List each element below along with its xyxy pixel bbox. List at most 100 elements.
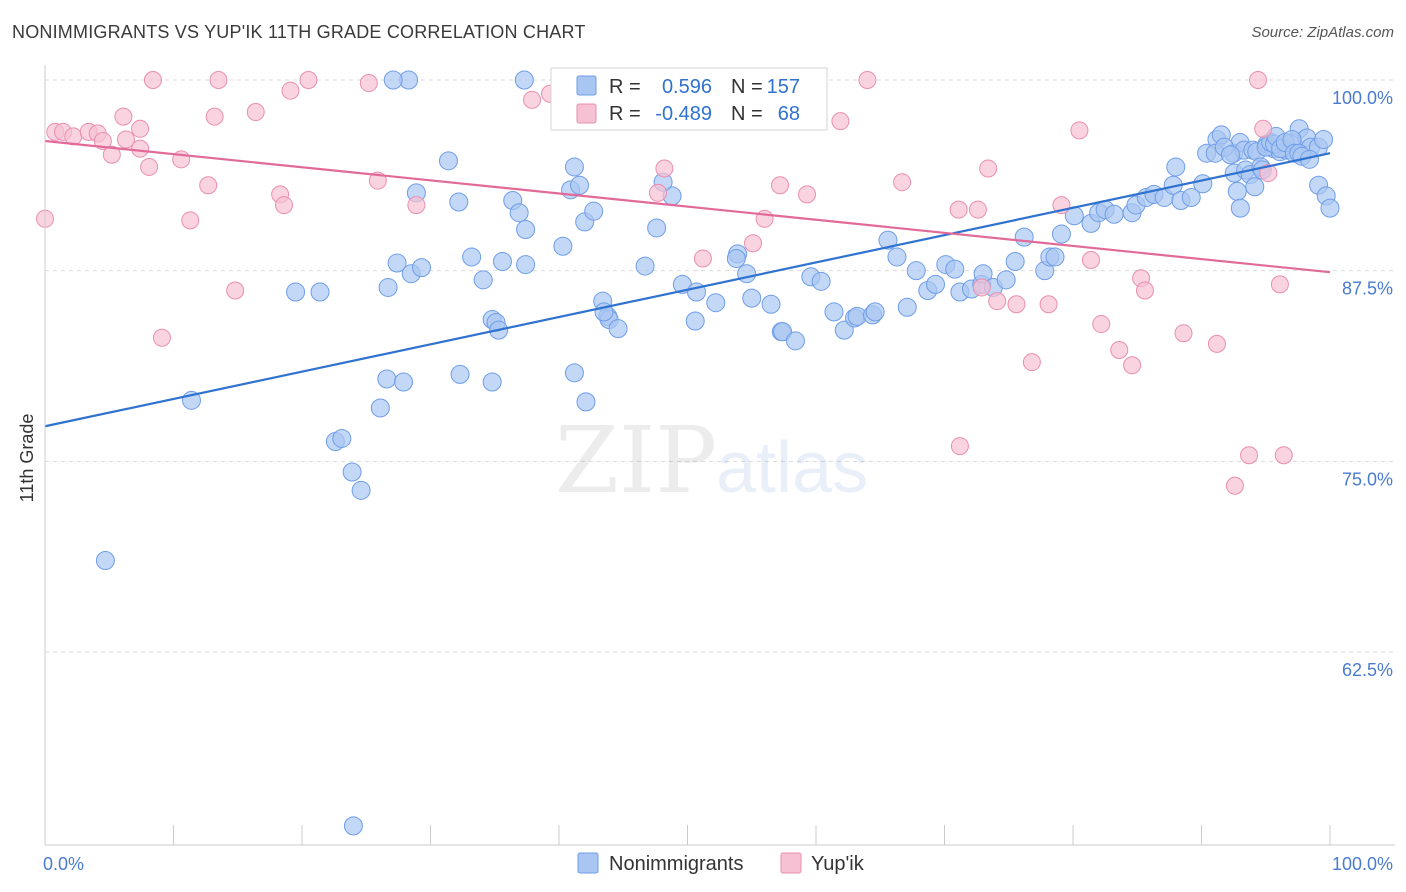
bottom-legend-swatch-pink bbox=[780, 852, 802, 874]
nonimmigrants-point bbox=[370, 398, 390, 418]
bottom-legend-swatch-blue bbox=[577, 852, 599, 874]
yupik-point bbox=[1070, 121, 1089, 140]
x-tick-label: 100.0% bbox=[1332, 854, 1393, 874]
nonimmigrants-point bbox=[1005, 252, 1025, 272]
yupik-point bbox=[131, 119, 150, 138]
nonimmigrants-point bbox=[553, 236, 573, 256]
yupik-point bbox=[968, 200, 987, 219]
nonimmigrants-point bbox=[906, 261, 926, 281]
nonimmigrants-point bbox=[824, 302, 844, 322]
nonimmigrants-point bbox=[1166, 157, 1186, 177]
legend-swatch-blue bbox=[576, 75, 597, 96]
nonimmigrants-point bbox=[332, 428, 352, 448]
yupik-point bbox=[102, 145, 121, 164]
yupik-point bbox=[831, 112, 850, 131]
nonimmigrants-point bbox=[509, 203, 529, 223]
nonimmigrants-point bbox=[564, 157, 584, 177]
nonimmigrants-point bbox=[412, 258, 432, 278]
nonimmigrants-point bbox=[449, 192, 469, 212]
yupik-point bbox=[1022, 353, 1041, 372]
yupik-point bbox=[1007, 295, 1026, 314]
yupik-point bbox=[181, 211, 200, 230]
nonimmigrants-point bbox=[1104, 204, 1124, 224]
nonimmigrants-point bbox=[1230, 198, 1250, 218]
nonimmigrants-point bbox=[635, 256, 655, 276]
yupik-point bbox=[858, 71, 877, 89]
nonimmigrants-point bbox=[343, 816, 363, 836]
legend-box-frame bbox=[550, 67, 828, 131]
bottom-legend-label: Nonimmigrants bbox=[609, 853, 743, 875]
bottom-legend-label: Yup'ik bbox=[811, 853, 865, 875]
yupik-point bbox=[1135, 281, 1154, 300]
yupik-point bbox=[1123, 356, 1142, 375]
yupik-point bbox=[988, 292, 1007, 311]
watermark-atlas: atlas bbox=[716, 428, 868, 508]
x-tick-label: 0.0% bbox=[43, 854, 84, 874]
yupik-point bbox=[1207, 334, 1226, 353]
yupik-point bbox=[655, 159, 674, 178]
legend-n-value: 68 bbox=[778, 103, 800, 125]
nonimmigrants-point bbox=[608, 319, 628, 339]
y-tick-label: 75.0% bbox=[1342, 469, 1393, 489]
nonimmigrants-point bbox=[1181, 187, 1201, 207]
legend-r-value: 0.596 bbox=[662, 76, 712, 98]
yupik-point bbox=[949, 200, 968, 219]
yupik-point bbox=[199, 176, 218, 195]
yupik-point bbox=[972, 278, 991, 297]
nonimmigrants-point bbox=[351, 480, 371, 500]
nonimmigrants-point bbox=[482, 372, 502, 392]
nonimmigrants-point bbox=[570, 175, 590, 195]
yupik-point bbox=[1254, 119, 1273, 138]
nonimmigrants-point bbox=[1051, 224, 1071, 244]
nonimmigrants-point bbox=[926, 274, 946, 294]
yupik-point bbox=[1039, 295, 1058, 314]
yupik-point bbox=[281, 81, 300, 100]
nonimmigrants-point bbox=[785, 331, 805, 351]
nonimmigrants-point bbox=[1045, 247, 1065, 267]
yupik-point bbox=[143, 71, 162, 89]
yupik-point bbox=[893, 173, 912, 192]
yupik-point bbox=[1270, 275, 1289, 294]
nonimmigrants-point bbox=[576, 392, 596, 412]
nonimmigrants-point bbox=[834, 320, 854, 340]
watermark-zip: ZIP bbox=[555, 407, 717, 514]
yupik-point bbox=[1249, 71, 1268, 89]
legend-r-label: R = bbox=[609, 76, 641, 98]
nonimmigrants-point bbox=[1220, 145, 1240, 165]
yupik-point bbox=[299, 71, 318, 89]
nonimmigrants-point bbox=[462, 247, 482, 267]
chart-title: NONIMMIGRANTS VS YUP'IK 11TH GRADE CORRE… bbox=[12, 22, 586, 42]
yupik-point bbox=[93, 132, 112, 151]
yupik-point bbox=[131, 139, 150, 158]
nonimmigrants-point bbox=[706, 293, 726, 313]
yupik-point bbox=[246, 103, 265, 122]
yupik-point bbox=[523, 90, 542, 109]
yupik-point bbox=[1225, 476, 1244, 495]
yupik-point bbox=[114, 107, 133, 126]
y-tick-label: 62.5% bbox=[1342, 660, 1393, 680]
nonimmigrants-point bbox=[1320, 198, 1340, 218]
trend-layer bbox=[44, 139, 1331, 428]
yupik-point bbox=[950, 437, 969, 456]
nonimmigrants-point bbox=[514, 70, 534, 90]
nonimmigrants-point bbox=[737, 264, 757, 284]
yupik-point bbox=[205, 107, 224, 126]
nonimmigrants-point bbox=[383, 70, 403, 90]
nonimmigrants-point bbox=[685, 311, 705, 331]
y-tick-label: 100.0% bbox=[1332, 88, 1393, 108]
nonimmigrants-point bbox=[1314, 129, 1334, 149]
yupik-point bbox=[1259, 164, 1278, 183]
nonimmigrants-point bbox=[647, 218, 667, 238]
nonimmigrants-point bbox=[726, 248, 746, 268]
yupik-point bbox=[648, 183, 667, 202]
nonimmigrants-point bbox=[887, 247, 907, 267]
nonimmigrants-point bbox=[811, 271, 831, 291]
nonimmigrants-point bbox=[996, 270, 1016, 290]
nonimmigrants-point bbox=[1193, 174, 1213, 194]
legend-n-label: N = bbox=[731, 103, 763, 125]
nonimmigrants-point bbox=[310, 282, 330, 302]
bottom-legend: Nonimmigrants Yup'ik bbox=[577, 852, 865, 875]
y-tick-label: 87.5% bbox=[1342, 279, 1393, 299]
nonimmigrants-point bbox=[286, 282, 306, 302]
yupik-point bbox=[152, 328, 171, 347]
